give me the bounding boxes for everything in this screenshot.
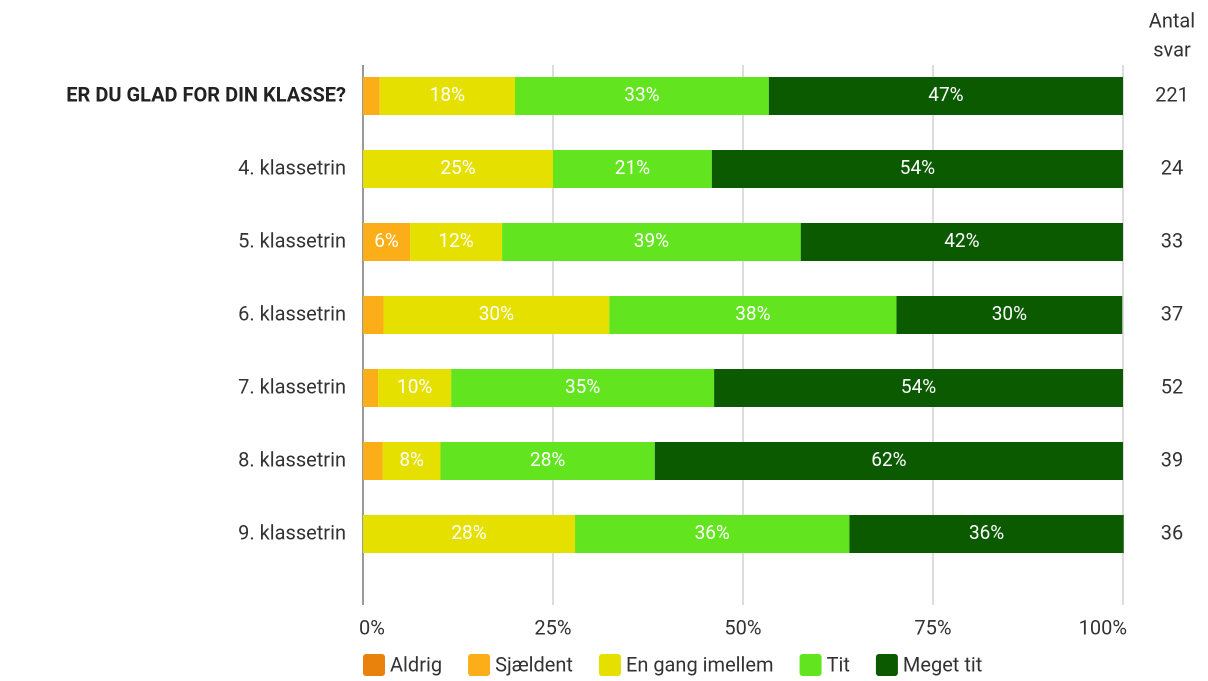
bar-segment [382,442,441,480]
count-label: 36 [1161,520,1183,544]
legend-swatch [468,654,491,676]
value-label: 39% [634,229,669,252]
bar-segment [502,223,801,261]
legend-swatch [799,654,822,676]
legend-label: Aldrig [390,652,442,676]
category-label: 4. klassetrin [238,155,346,179]
value-label: 8% [399,448,424,471]
x-tick-label: 25% [534,615,571,639]
bar-segment [768,77,1123,115]
category-label: 9. klassetrin [238,520,346,544]
bar-segment [800,223,1123,261]
value-label: 38% [735,302,770,325]
bar-segment [575,515,850,553]
bar-segment [363,515,576,553]
bar-segment [379,77,515,115]
bar-segment [553,150,712,188]
value-label: 33% [624,83,659,106]
count-label: 221 [1155,82,1189,106]
count-label: 39 [1161,447,1183,471]
bar-segment [654,442,1123,480]
bar-segment [378,369,452,407]
value-label: 25% [440,156,475,179]
bar-segment [363,150,553,188]
count-label: 24 [1161,155,1183,179]
bar-segment [363,442,383,480]
value-label: 28% [530,448,565,471]
legend-label: Tit [827,652,850,676]
bar-segment [440,442,655,480]
x-tick-label: 100% [1079,615,1127,639]
counts-title: svar [1153,37,1191,61]
category-label: ER DU GLAD FOR DIN KLASSE? [66,82,346,106]
value-label: 28% [451,521,486,544]
value-label: 35% [565,375,600,398]
x-tick-label: 75% [914,615,951,639]
legend-label: En gang imellem [626,652,774,676]
value-label: 47% [928,83,963,106]
bar-segment [363,369,379,407]
count-label: 37 [1161,301,1183,325]
bar-segment [849,515,1124,553]
bar-segment [383,296,610,334]
count-label: 33 [1161,228,1183,252]
value-label: 30% [479,302,514,325]
value-label: 36% [695,521,730,544]
value-label: 36% [969,521,1004,544]
value-label: 42% [944,229,979,252]
bar-segment [714,369,1123,407]
value-label: 6% [374,229,399,252]
value-label: 30% [992,302,1027,325]
value-label: 54% [900,156,935,179]
bar-segment [410,223,503,261]
legend-swatch [598,654,621,676]
x-tick-label: 0% [359,615,385,639]
value-label: 54% [901,375,936,398]
category-label: 8. klassetrin [238,447,346,471]
category-label: 6. klassetrin [238,301,346,325]
bar-segment [896,296,1123,334]
bar-segment [609,296,897,334]
category-label: 5. klassetrin [238,228,346,252]
counts-title: Antal [1149,8,1195,32]
legend-label: Meget tit [903,652,982,676]
value-label: 21% [615,156,650,179]
legend-swatch [363,654,385,676]
count-label: 52 [1161,374,1183,398]
category-label: 7. klassetrin [238,374,346,398]
value-label: 18% [430,83,465,106]
bar-segment [363,223,411,261]
value-label: 10% [397,375,432,398]
value-label: 12% [438,229,473,252]
x-tick-label: 50% [724,615,761,639]
bar-segment [515,77,769,115]
legend-swatch [875,654,898,676]
value-label: 62% [871,448,906,471]
bar-segment [711,150,1123,188]
bar-segment [363,296,384,334]
bar-segment [451,369,715,407]
bar-segment [363,77,380,115]
legend-label: Sjældent [495,652,573,676]
